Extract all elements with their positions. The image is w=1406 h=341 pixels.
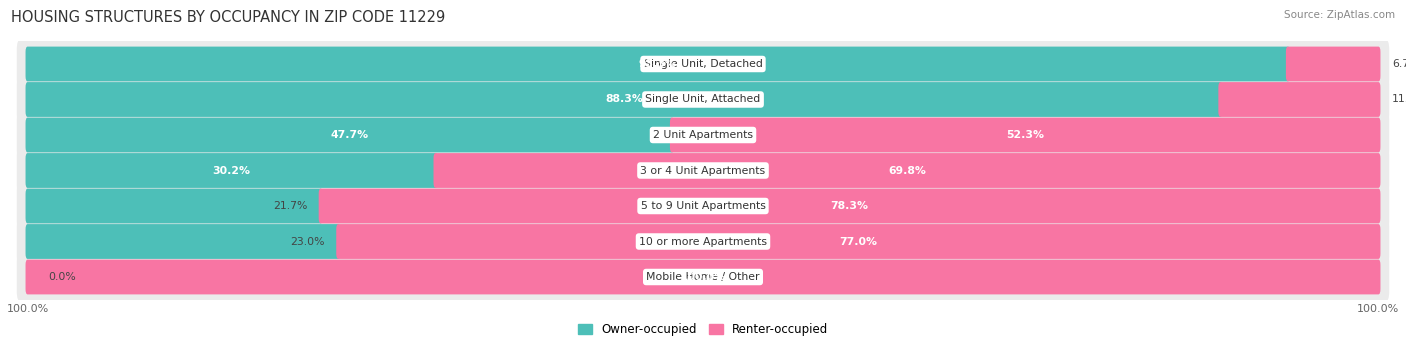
Text: 88.3%: 88.3% (605, 94, 643, 104)
Text: 21.7%: 21.7% (273, 201, 307, 211)
FancyBboxPatch shape (336, 224, 1381, 259)
FancyBboxPatch shape (17, 217, 1389, 266)
Text: HOUSING STRUCTURES BY OCCUPANCY IN ZIP CODE 11229: HOUSING STRUCTURES BY OCCUPANCY IN ZIP C… (11, 10, 446, 25)
FancyBboxPatch shape (25, 189, 323, 223)
Text: 47.7%: 47.7% (330, 130, 368, 140)
Text: 0.0%: 0.0% (48, 272, 76, 282)
FancyBboxPatch shape (669, 118, 1381, 152)
FancyBboxPatch shape (17, 146, 1389, 195)
FancyBboxPatch shape (25, 260, 1381, 294)
FancyBboxPatch shape (25, 224, 340, 259)
FancyBboxPatch shape (25, 47, 1289, 81)
FancyBboxPatch shape (319, 189, 1381, 223)
Text: 11.7%: 11.7% (1392, 94, 1406, 104)
Text: Mobile Home / Other: Mobile Home / Other (647, 272, 759, 282)
FancyBboxPatch shape (17, 252, 1389, 302)
Legend: Owner-occupied, Renter-occupied: Owner-occupied, Renter-occupied (572, 318, 834, 341)
Text: Source: ZipAtlas.com: Source: ZipAtlas.com (1284, 10, 1395, 20)
Text: 3 or 4 Unit Apartments: 3 or 4 Unit Apartments (641, 165, 765, 176)
FancyBboxPatch shape (25, 153, 437, 188)
FancyBboxPatch shape (17, 39, 1389, 89)
Text: 6.7%: 6.7% (1392, 59, 1406, 69)
FancyBboxPatch shape (25, 82, 1222, 117)
Text: 5 to 9 Unit Apartments: 5 to 9 Unit Apartments (641, 201, 765, 211)
Text: 77.0%: 77.0% (839, 237, 877, 247)
Text: 69.8%: 69.8% (889, 165, 927, 176)
FancyBboxPatch shape (25, 118, 673, 152)
FancyBboxPatch shape (17, 110, 1389, 160)
FancyBboxPatch shape (17, 75, 1389, 124)
Text: 93.3%: 93.3% (638, 59, 676, 69)
Text: 78.3%: 78.3% (831, 201, 869, 211)
FancyBboxPatch shape (17, 181, 1389, 231)
Text: 2 Unit Apartments: 2 Unit Apartments (652, 130, 754, 140)
Text: Single Unit, Attached: Single Unit, Attached (645, 94, 761, 104)
FancyBboxPatch shape (1219, 82, 1381, 117)
Text: 10 or more Apartments: 10 or more Apartments (638, 237, 768, 247)
Text: Single Unit, Detached: Single Unit, Detached (644, 59, 762, 69)
Text: 23.0%: 23.0% (290, 237, 325, 247)
Text: 100.0%: 100.0% (681, 272, 725, 282)
Text: 52.3%: 52.3% (1007, 130, 1045, 140)
FancyBboxPatch shape (433, 153, 1381, 188)
FancyBboxPatch shape (1286, 47, 1381, 81)
Text: 30.2%: 30.2% (212, 165, 250, 176)
